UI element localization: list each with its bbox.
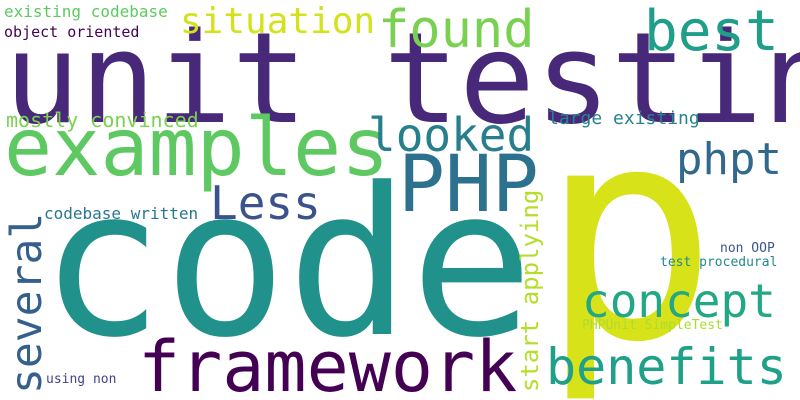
word-situation: situation: [180, 1, 376, 42]
word-unit-testing: unit testing: [4, 5, 800, 152]
word-code: code: [40, 145, 534, 383]
word-p: p: [540, 63, 718, 400]
word-existing-codebase: existing codebase: [4, 2, 168, 21]
word-test-procedural: test procedural: [660, 255, 778, 270]
word-less: Less: [210, 176, 321, 230]
word-benefits: benefits: [546, 338, 787, 396]
word-mostly-convinced: mostly convinced: [6, 108, 199, 132]
word-found: found: [378, 0, 535, 60]
word-codebase-written: codebase written: [44, 204, 199, 223]
word-best: best: [644, 0, 779, 64]
word-phpunit-simpletest: PHPUnit SimpleTest: [582, 318, 723, 333]
word-concept: concept: [582, 274, 776, 328]
word-using-non: using non: [46, 372, 117, 387]
word-large-existing: large existing: [548, 108, 700, 129]
word-start-applying: start applying: [516, 189, 544, 392]
word-phpt: phpt: [676, 134, 782, 185]
word-object-oriented: object oriented: [4, 23, 140, 41]
word-framework: framework: [138, 326, 518, 400]
word-non-oop: non OOP: [720, 241, 775, 256]
word-looked: looked: [368, 108, 535, 162]
word-examples: examples: [4, 101, 390, 194]
word-php: PHP: [398, 140, 539, 230]
word-several: several: [2, 212, 52, 394]
